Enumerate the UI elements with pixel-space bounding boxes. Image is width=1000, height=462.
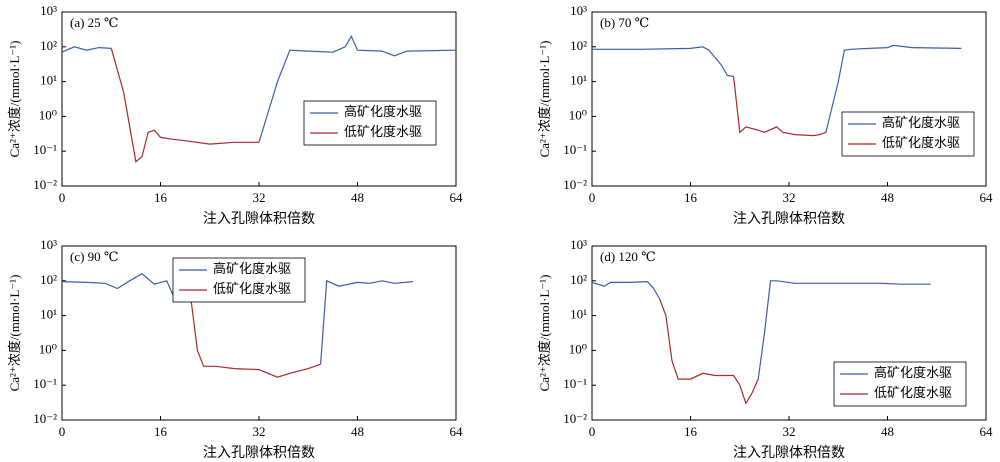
legend-label: 高矿化度水驱 xyxy=(882,115,960,130)
panel: 10⁻² 10⁻¹ 10⁰ 10¹ 10² 10³ 0 16 32 48 64 注入孔隙体积倍数 Ca²… xyxy=(537,237,993,461)
y-tick-label: 10⁻² xyxy=(33,177,57,192)
y-tick-label: 10⁻² xyxy=(563,177,587,192)
plot-frame xyxy=(591,11,987,187)
series-line xyxy=(61,34,457,143)
series-line xyxy=(190,301,321,378)
y-axis-label: Ca²⁺浓度/(mmol·L⁻¹) xyxy=(537,275,552,392)
legend-label: 高矿化度水驱 xyxy=(874,365,952,380)
y-tick-label: 10⁻¹ xyxy=(33,376,57,391)
x-tick-label: 16 xyxy=(154,190,168,205)
panel: 10⁻² 10⁻¹ 10⁰ 10¹ 10² 10³ 0 16 32 48 64 注入孔隙体积倍数 Ca²… xyxy=(7,3,463,227)
legend-box xyxy=(172,257,306,303)
x-axis-label: 注入孔隙体积倍数 xyxy=(733,211,845,227)
legend-box xyxy=(841,111,975,157)
x-tick-label: 32 xyxy=(253,424,266,439)
y-tick-label: 10² xyxy=(570,38,587,53)
y-tick-label: 10³ xyxy=(40,237,57,252)
panel-title: (a) 25 ℃ xyxy=(70,15,118,30)
legend-label: 低矿化度水驱 xyxy=(213,281,291,296)
y-tick-label: 10² xyxy=(40,272,57,287)
legend-label: 高矿化度水驱 xyxy=(344,104,422,119)
y-tick-label: 10⁰ xyxy=(39,107,57,122)
x-tick-label: 48 xyxy=(881,424,894,439)
y-tick-label: 10² xyxy=(40,38,57,53)
x-tick-label: 16 xyxy=(154,424,168,439)
x-tick-label: 0 xyxy=(59,424,66,439)
x-tick-label: 0 xyxy=(59,190,66,205)
legend-box xyxy=(833,361,967,407)
legend-label: 低矿化度水驱 xyxy=(874,385,952,400)
panel: 10⁻² 10⁻¹ 10⁰ 10¹ 10² 10³ 0 16 32 48 64 注入孔隙体积倍数 Ca²… xyxy=(7,237,463,461)
series-line xyxy=(110,48,259,163)
x-tick-label: 48 xyxy=(881,190,894,205)
series-line xyxy=(733,76,827,137)
legend-label: 低矿化度水驱 xyxy=(344,124,422,139)
x-tick-label: 0 xyxy=(589,424,596,439)
x-tick-label: 64 xyxy=(450,190,464,205)
y-tick-label: 10¹ xyxy=(570,73,587,88)
y-tick-label: 10⁰ xyxy=(39,341,57,356)
panel-title: (c) 90 ℃ xyxy=(70,249,118,264)
x-tick-label: 32 xyxy=(253,190,266,205)
x-axis-label: 注入孔隙体积倍数 xyxy=(203,445,315,461)
y-axis-label: Ca²⁺浓度/(mmol·L⁻¹) xyxy=(7,275,22,392)
y-tick-label: 10⁰ xyxy=(569,107,587,122)
x-tick-label: 64 xyxy=(450,424,464,439)
y-tick-label: 10⁻¹ xyxy=(563,376,587,391)
y-tick-label: 10⁻² xyxy=(33,411,57,426)
x-tick-label: 0 xyxy=(589,190,596,205)
y-tick-label: 10¹ xyxy=(40,73,57,88)
y-tick-label: 10³ xyxy=(570,237,587,252)
x-axis-label: 注入孔隙体积倍数 xyxy=(733,445,845,461)
y-axis-label: Ca²⁺浓度/(mmol·L⁻¹) xyxy=(537,41,552,158)
x-tick-label: 32 xyxy=(783,190,796,205)
x-tick-label: 16 xyxy=(684,190,698,205)
series-line xyxy=(659,298,759,405)
y-tick-label: 10¹ xyxy=(40,307,57,322)
x-tick-label: 32 xyxy=(783,424,796,439)
x-tick-label: 16 xyxy=(684,424,698,439)
legend-box xyxy=(303,100,437,146)
y-tick-label: 10² xyxy=(570,272,587,287)
panel-title: (d) 120 ℃ xyxy=(600,249,656,264)
x-tick-label: 48 xyxy=(351,190,364,205)
y-tick-label: 10⁰ xyxy=(569,341,587,356)
panel: 10⁻² 10⁻¹ 10⁰ 10¹ 10² 10³ 0 16 32 48 64 注入孔隙体积倍数 Ca²… xyxy=(537,3,993,227)
x-tick-label: 64 xyxy=(980,190,994,205)
legend-label: 低矿化度水驱 xyxy=(882,135,960,150)
series-line xyxy=(591,280,931,380)
y-tick-label: 10⁻² xyxy=(563,411,587,426)
plot-frame xyxy=(61,11,457,187)
y-axis-label: Ca²⁺浓度/(mmol·L⁻¹) xyxy=(7,41,22,158)
y-tick-label: 10¹ xyxy=(570,307,587,322)
legend-label: 高矿化度水驱 xyxy=(213,261,291,276)
y-tick-label: 10³ xyxy=(570,3,587,18)
x-axis-label: 注入孔隙体积倍数 xyxy=(203,211,315,227)
panel-title: (b) 70 ℃ xyxy=(600,15,649,30)
y-tick-label: 10⁻¹ xyxy=(563,142,587,157)
y-tick-label: 10⁻¹ xyxy=(33,142,57,157)
x-tick-label: 48 xyxy=(351,424,364,439)
series-line xyxy=(592,44,962,133)
x-tick-label: 64 xyxy=(980,424,994,439)
y-tick-label: 10³ xyxy=(40,3,57,18)
